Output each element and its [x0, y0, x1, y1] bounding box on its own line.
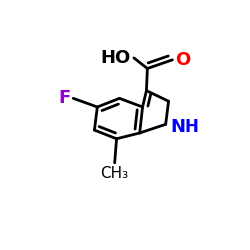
Text: CH₃: CH₃: [100, 166, 129, 181]
Text: F: F: [58, 89, 70, 107]
Text: HO: HO: [101, 49, 131, 67]
Text: H: H: [185, 118, 199, 136]
Text: O: O: [175, 51, 190, 69]
Text: N: N: [170, 118, 186, 136]
